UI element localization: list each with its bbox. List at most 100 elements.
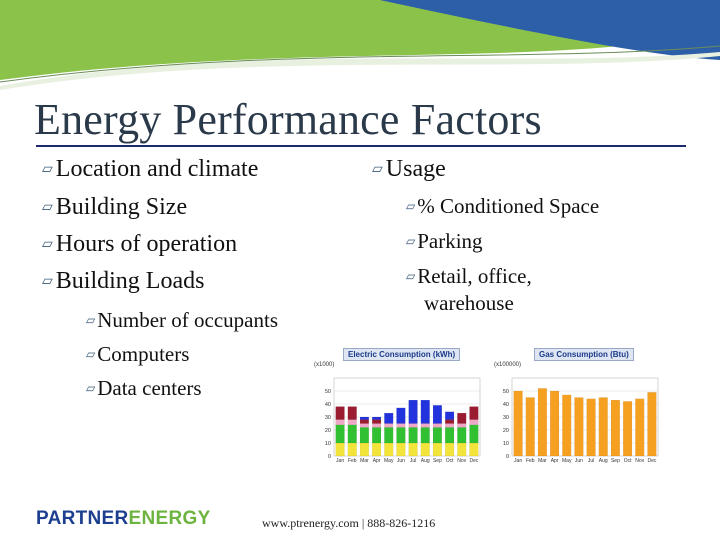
bar-jul-s0 (586, 398, 596, 457)
x-tick-label: Apr (551, 458, 559, 464)
right-sub-bullet-label: Parking (417, 229, 483, 253)
bar-sep-s0 (610, 399, 620, 457)
bar-dec-s0 (469, 442, 479, 457)
bar-apr-s1 (372, 427, 382, 444)
left-bullet-label: Location and climate (55, 156, 259, 182)
y-tick-label: 50 (325, 389, 331, 395)
gas-chart-plot: 0 10 20 30 40 50 Jan Feb Mar Apr May Jun Jul Aug Sep Oc… (503, 377, 659, 464)
bullet-icon: ▱ (42, 200, 53, 215)
gas-chart-unit: (x100000) (494, 362, 522, 368)
bar-feb-s0 (525, 397, 535, 457)
bar-aug-s4 (420, 399, 430, 424)
bar-jan-s3 (335, 406, 345, 420)
x-tick-label: Apr (373, 458, 381, 464)
bar-oct-s4 (445, 411, 455, 420)
bar-mar-s1 (359, 427, 369, 444)
bar-aug-s0 (598, 397, 608, 457)
y-tick-label: 50 (503, 389, 509, 395)
bar-jan-s2 (335, 419, 345, 425)
sub-bullet-icon: ▱ (86, 381, 96, 395)
bar-nov-s3 (457, 412, 467, 424)
left-sub-bullet-label: Computers (97, 342, 190, 366)
bullet-icon: ▱ (42, 237, 53, 252)
x-tick-label: Jun (575, 458, 583, 464)
x-tick-label: Sep (611, 458, 620, 464)
y-tick-label: 10 (503, 441, 509, 447)
bar-jun-s0 (574, 397, 584, 457)
electric-chart-title: Electric Consumption (kWh) (343, 348, 461, 361)
bar-sep-s4 (432, 405, 442, 424)
bar-may-s2 (384, 423, 394, 428)
bar-may-s0 (384, 442, 394, 457)
x-tick-label: Jul (410, 458, 416, 464)
x-tick-label: Feb (348, 458, 357, 464)
left-bullet-label: Hours of operation (55, 231, 238, 257)
right-sub-bullet-1: ▱% Conditioned Space (406, 194, 599, 219)
x-tick-label: Nov (457, 458, 466, 464)
bar-dec-s3 (469, 406, 479, 420)
left-sub-bullet-2: ▱Computers (86, 342, 189, 367)
x-tick-label: Aug (599, 458, 608, 464)
bar-mar-s3 (359, 419, 369, 424)
bar-may-s1 (384, 427, 394, 444)
left-bullet-3: ▱ Hours of operation (42, 231, 237, 258)
title-underline (36, 145, 686, 147)
bar-sep-s0 (432, 442, 442, 457)
y-tick-label: 40 (325, 402, 331, 408)
header-thin-line (0, 45, 720, 83)
bar-may-s4 (384, 412, 394, 424)
bar-jul-s1 (408, 427, 418, 444)
bar-sep-s2 (432, 423, 442, 428)
right-sub-bullet-label: % Conditioned Space (417, 194, 600, 218)
bar-aug-s1 (420, 427, 430, 444)
bar-jul-s0 (408, 442, 418, 457)
x-tick-label: Oct (624, 458, 632, 464)
bar-oct-s0 (445, 442, 455, 457)
bar-dec-s2 (469, 419, 479, 425)
electric-chart: Electric Consumption (kWh) (x1000) 0 10 20… (310, 346, 490, 468)
bar-aug-s2 (420, 423, 430, 428)
bar-oct-s3 (445, 419, 455, 424)
bar-jan-s0 (335, 442, 345, 457)
bar-nov-s1 (457, 427, 467, 444)
bullet-icon: ▱ (42, 162, 53, 177)
bar-nov-s0 (457, 442, 467, 457)
right-sub-bullet-3: ▱Retail, office, (406, 264, 532, 289)
x-tick-label: Nov (635, 458, 644, 464)
bar-feb-s1 (347, 424, 357, 444)
bar-jun-s1 (396, 427, 406, 444)
left-bullet-4: ▱ Building Loads (42, 268, 204, 295)
electric-chart-plot: 0 10 20 30 40 50 Jan Feb Mar Apr May Jun Jul Aug Sep Oc… (325, 377, 481, 464)
bar-jan-s0 (513, 390, 523, 457)
y-tick-label: 10 (325, 441, 331, 447)
right-sub-bullet-2: ▱Parking (406, 229, 483, 254)
logo-part1: PARTNER (36, 508, 129, 529)
left-bullet-label: Building Loads (55, 268, 205, 294)
bar-oct-s0 (623, 401, 633, 457)
left-bullet-1: ▱ Location and climate (42, 156, 258, 183)
partner-energy-logo: PARTNERENERGY (36, 508, 211, 530)
right-bullet-label: Usage (385, 156, 446, 182)
bar-nov-s2 (457, 423, 467, 428)
sub-bullet-icon: ▱ (406, 234, 416, 248)
electric-chart-unit: (x1000) (314, 362, 335, 368)
header-swoosh (0, 0, 720, 90)
y-tick-label: 30 (503, 415, 509, 421)
x-tick-label: Dec (647, 458, 656, 464)
bar-jun-s2 (396, 423, 406, 428)
y-tick-label: 20 (503, 428, 509, 434)
bar-apr-s0 (550, 390, 560, 457)
bar-mar-s4 (359, 416, 369, 420)
header-blue-band (380, 0, 720, 60)
y-tick-label: 40 (503, 402, 509, 408)
bar-oct-s2 (445, 423, 455, 428)
bar-apr-s4 (372, 416, 382, 420)
bar-jan-s1 (335, 424, 345, 444)
bar-mar-s2 (359, 423, 369, 428)
sub-bullet-icon: ▱ (86, 347, 96, 361)
bar-feb-s0 (347, 442, 357, 457)
bar-jul-s2 (408, 423, 418, 428)
bar-dec-s1 (469, 424, 479, 444)
gas-chart: Gas Consumption (Btu) (x100000) 0 10 20 30 4… (494, 346, 664, 468)
